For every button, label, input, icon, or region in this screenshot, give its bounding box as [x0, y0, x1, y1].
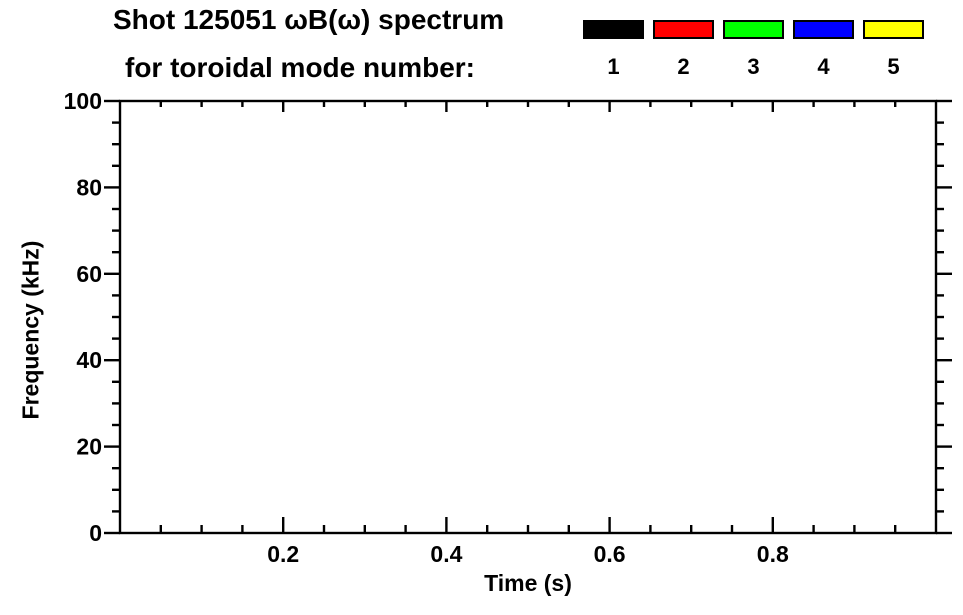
legend-label-mode-2: 2 [677, 54, 690, 79]
y-tick-label: 100 [64, 88, 102, 114]
x-axis-title: Time (s) [484, 570, 572, 596]
legend-label-mode-5: 5 [887, 54, 900, 79]
legend-label-mode-3: 3 [747, 54, 760, 79]
y-tick-label: 60 [76, 261, 102, 287]
legend-swatch-mode-4 [793, 20, 854, 39]
y-tick-label: 40 [76, 347, 102, 373]
legend-swatch-mode-3 [723, 20, 784, 39]
plot-box [118, 99, 938, 535]
chart-title-line1: Shot 125051 ωB(ω) spectrum [113, 4, 505, 35]
x-tick-label: 0.6 [594, 541, 626, 567]
legend-swatch-mode-5 [863, 20, 924, 39]
legend-color-swatches [583, 20, 924, 39]
x-tick-label: 0.8 [757, 541, 789, 567]
chart-title-line2: for toroidal mode number: [125, 52, 475, 83]
legend-label-mode-4: 4 [817, 54, 830, 79]
legend-swatch-mode-2 [653, 20, 714, 39]
legend-label-mode-1: 1 [607, 54, 620, 79]
legend-mode-numbers: 1 2 3 4 5 [583, 54, 924, 80]
y-tick-label: 20 [76, 434, 102, 460]
y-tick-label: 80 [76, 174, 102, 200]
y-axis-title: Frequency (kHz) [17, 240, 44, 420]
y-tick-label: 0 [89, 520, 102, 546]
legend-swatch-mode-1 [583, 20, 644, 39]
x-tick-label: 0.4 [430, 541, 462, 567]
x-tick-label: 0.2 [267, 541, 299, 567]
